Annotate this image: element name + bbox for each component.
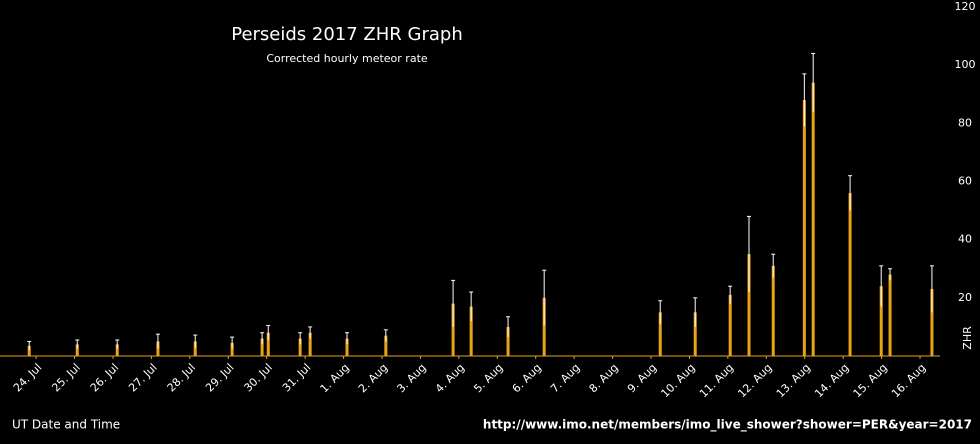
bar	[266, 332, 270, 356]
y-tick-label: 40	[958, 233, 972, 246]
x-tick-label: 10. Aug	[658, 361, 697, 400]
bar	[771, 265, 775, 356]
y-axis-label: ZHR	[961, 326, 974, 350]
x-tick-label: 4. Aug	[433, 361, 467, 395]
y-tick-label: 120	[955, 0, 976, 13]
x-tick-label: 15. Aug	[851, 361, 890, 400]
bar	[693, 312, 697, 356]
x-tick-label: 25. Jul	[49, 361, 82, 394]
x-tick-label: 31. Jul	[280, 361, 313, 394]
y-tick-label: 20	[958, 291, 972, 304]
x-tick-label: 30. Jul	[242, 361, 275, 394]
bar	[658, 312, 662, 356]
bar	[728, 294, 732, 356]
x-tick-label: 6. Aug	[510, 361, 544, 395]
x-tick-label: 13. Aug	[774, 361, 813, 400]
bar	[260, 338, 264, 356]
bar	[230, 342, 234, 356]
x-tick-label: 29. Jul	[203, 361, 236, 394]
y-tick-label: 80	[958, 116, 972, 129]
x-tick-label: 2. Aug	[356, 361, 390, 395]
x-tick-label: 9. Aug	[625, 361, 659, 395]
bar	[308, 332, 312, 356]
x-tick-label: 26. Jul	[88, 361, 121, 394]
bar	[848, 193, 852, 356]
source-url: http://www.imo.net/members/imo_live_show…	[483, 418, 972, 433]
x-tick-label: 8. Aug	[587, 361, 621, 395]
bar	[451, 303, 455, 356]
x-tick-label: 7. Aug	[548, 361, 582, 395]
x-tick-label: 28. Jul	[165, 361, 198, 394]
bar	[542, 297, 546, 356]
x-tick-label: 1. Aug	[318, 361, 352, 395]
bar	[27, 345, 31, 356]
bar	[802, 100, 806, 356]
y-tick-label: 60	[958, 175, 972, 188]
x-tick-label: 14. Aug	[812, 361, 851, 400]
bar	[345, 338, 349, 356]
y-tick-label: 100	[955, 58, 976, 71]
x-axis-label: UT Date and Time	[12, 418, 120, 432]
bar	[811, 82, 815, 356]
x-tick-label: 11. Aug	[697, 361, 736, 400]
chart-subtitle: Corrected hourly meteor rate	[266, 52, 428, 65]
x-tick-label: 16. Aug	[889, 361, 928, 400]
x-tick-label: 27. Jul	[126, 361, 159, 394]
bar	[879, 286, 883, 356]
x-tick-label: 3. Aug	[394, 361, 428, 395]
bar	[930, 289, 934, 356]
bar	[888, 274, 892, 356]
bar	[469, 306, 473, 356]
x-tick-label: 5. Aug	[471, 361, 505, 395]
bar	[298, 338, 302, 356]
chart-title: Perseids 2017 ZHR Graph	[231, 24, 463, 45]
bar	[193, 341, 197, 356]
x-tick-label: 12. Aug	[735, 361, 774, 400]
bar	[75, 344, 79, 356]
bar	[156, 341, 160, 356]
bar	[384, 335, 388, 356]
bar	[747, 254, 751, 356]
bar	[506, 326, 510, 356]
x-tick-label: 24. Jul	[11, 361, 44, 394]
bar	[115, 344, 119, 356]
